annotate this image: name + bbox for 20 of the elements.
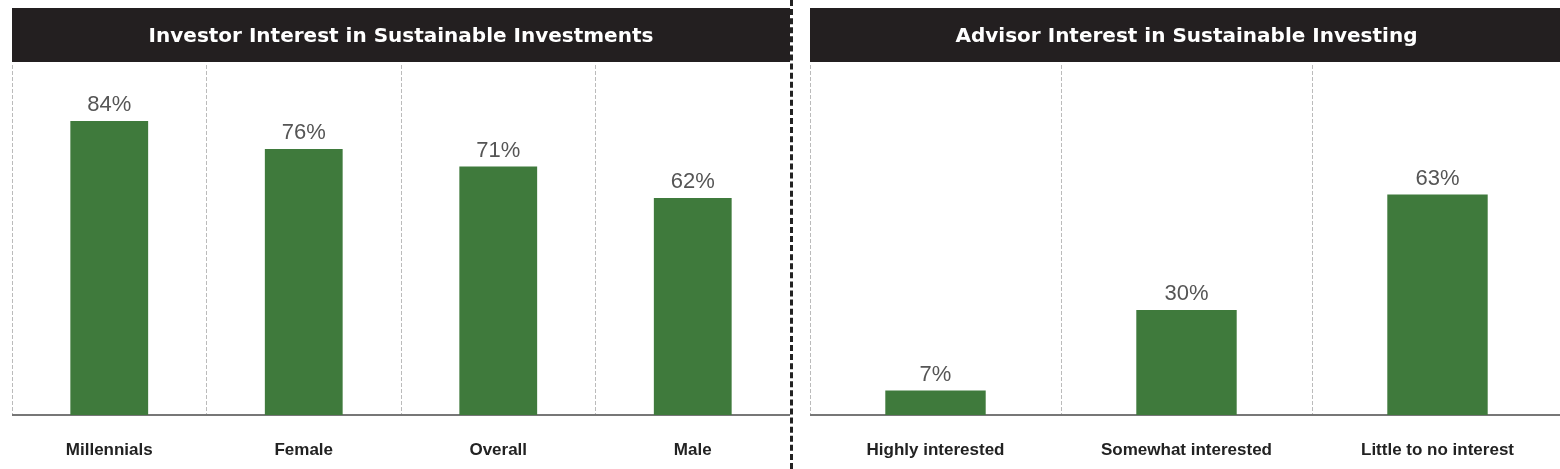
x-tick-label: Overall [469, 440, 528, 459]
chart-title: Investor Interest in Sustainable Investments [12, 8, 790, 62]
bar [459, 166, 538, 415]
x-tick-label: Little to no interest [1361, 440, 1515, 459]
x-tick-label: Highly interested [866, 440, 1005, 459]
x-tick-label: Millennials [65, 440, 153, 459]
data-label: 7% [919, 360, 952, 386]
bar [264, 148, 343, 415]
data-label: 30% [1164, 280, 1209, 306]
data-label: 76% [281, 119, 326, 145]
data-label: 62% [670, 168, 715, 194]
x-tick-label: Male [673, 440, 712, 459]
x-tick-label: Somewhat interested [1101, 440, 1272, 459]
chart-title: Advisor Interest in Sustainable Investing [810, 8, 1560, 62]
x-tick-label: Female [274, 440, 334, 459]
data-label: 71% [476, 136, 521, 162]
data-label: 84% [87, 91, 132, 117]
data-label: 63% [1415, 164, 1460, 190]
bar [653, 197, 732, 415]
bar [70, 120, 149, 415]
